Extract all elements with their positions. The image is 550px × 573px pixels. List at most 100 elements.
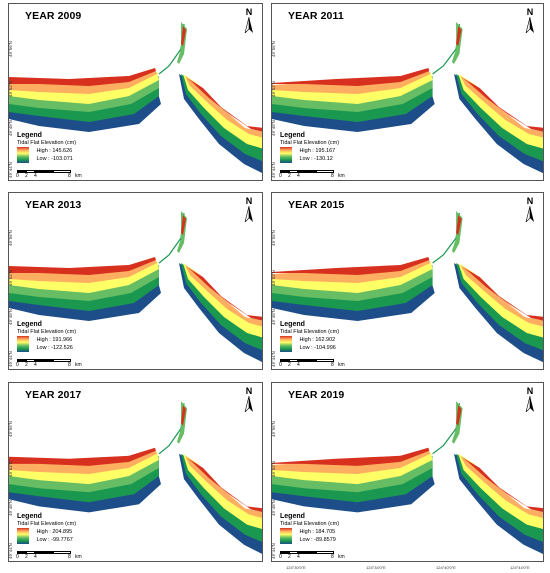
map-panel: YEAR 2013 N 49°56'N 49°52'N 49°48'N 49°4… xyxy=(8,192,263,370)
scale-tick: 4 xyxy=(34,173,37,179)
scale-tick: 0 xyxy=(279,173,282,179)
tidal-flat-map xyxy=(272,22,543,174)
legend-subtitle: Tidal Flat Elevation (cm) xyxy=(280,140,340,146)
map-panel: YEAR 2011 N 49°56'N 49°52'N 49°48'N 49°4… xyxy=(271,3,544,181)
legend-subtitle: Tidal Flat Elevation (cm) xyxy=(17,329,77,335)
scale-bar: 0 2 4 8 km xyxy=(16,170,82,180)
lat-label: 49°52'N xyxy=(271,270,276,286)
lat-label: 49°48'N xyxy=(271,309,276,325)
scale-tick: 0 xyxy=(279,554,282,560)
lon-label: 124°34'0"E xyxy=(366,565,386,570)
legend-subtitle: Tidal Flat Elevation (cm) xyxy=(17,521,77,527)
scale-bar: 0 2 4 8 km xyxy=(279,170,345,180)
scale-tick: 2 xyxy=(288,362,291,368)
scale-tick: 0 xyxy=(16,554,19,560)
lat-label: 49°52'N xyxy=(271,461,276,477)
north-label: N xyxy=(245,7,253,17)
scale-unit: km xyxy=(338,362,345,368)
legend: Legend Tidal Flat Elevation (cm) High : … xyxy=(17,321,76,354)
legend-high: High : 191.966 xyxy=(36,337,73,343)
legend-title: Legend xyxy=(280,132,305,139)
scale-tick: 0 xyxy=(279,362,282,368)
legend-subtitle: Tidal Flat Elevation (cm) xyxy=(17,140,77,146)
scale-tick: 4 xyxy=(297,173,300,179)
scale-unit: km xyxy=(338,173,345,179)
scale-tick: 2 xyxy=(288,173,291,179)
north-label: N xyxy=(526,196,534,206)
legend-low: Low : -122.526 xyxy=(36,345,73,351)
scale-tick: 4 xyxy=(34,362,37,368)
map-panel: YEAR 2015 N 49°56'N 49°52'N 49°48'N 49°4… xyxy=(271,192,544,370)
scale-tick: 2 xyxy=(25,173,28,179)
legend-low: Low : -103.071 xyxy=(36,156,73,162)
lat-label: 49°44'N xyxy=(8,162,13,178)
legend-title: Legend xyxy=(280,513,305,520)
lat-label: 49°48'N xyxy=(8,500,13,516)
year-title: YEAR 2013 xyxy=(25,199,82,211)
scale-tick: 0 xyxy=(16,173,19,179)
north-label: N xyxy=(245,196,253,206)
scale-tick: 8 xyxy=(331,173,334,179)
legend-low: Low : -99.7767 xyxy=(36,537,73,543)
lat-label: 49°44'N xyxy=(271,351,276,367)
legend-color-ramp xyxy=(17,528,29,544)
legend-color-ramp xyxy=(280,147,292,163)
legend-title: Legend xyxy=(280,321,305,328)
legend-subtitle: Tidal Flat Elevation (cm) xyxy=(280,329,340,335)
north-arrow-icon: N xyxy=(523,197,537,227)
scale-tick: 8 xyxy=(68,173,71,179)
north-arrow-icon: N xyxy=(242,197,256,227)
scale-tick: 4 xyxy=(34,554,37,560)
legend-subtitle: Tidal Flat Elevation (cm) xyxy=(280,521,340,527)
legend: Legend Tidal Flat Elevation (cm) High : … xyxy=(17,132,76,165)
scale-tick: 0 xyxy=(16,362,19,368)
scale-unit: km xyxy=(75,173,82,179)
scale-bar: 0 2 4 8 km xyxy=(279,359,345,369)
legend-color-ramp xyxy=(17,336,29,352)
north-arrow-icon: N xyxy=(242,8,256,38)
map-panel: YEAR 2009 N 49°56'N 49°52'N 49°48'N 49°4… xyxy=(8,3,263,181)
lon-label: 124°30'0"E xyxy=(286,565,306,570)
scale-bar: 0 2 4 8 km xyxy=(279,551,345,561)
lat-label: 49°56'N xyxy=(271,230,276,246)
lon-label: 124°40'0"E xyxy=(436,565,456,570)
legend-color-ramp xyxy=(280,336,292,352)
legend: Legend Tidal Flat Elevation (cm) High : … xyxy=(280,321,339,354)
lat-label: 49°52'N xyxy=(8,270,13,286)
lat-label: 49°44'N xyxy=(271,543,276,559)
legend-title: Legend xyxy=(17,513,42,520)
lat-label: 49°48'N xyxy=(8,309,13,325)
scale-unit: km xyxy=(75,554,82,560)
year-title: YEAR 2011 xyxy=(288,10,344,22)
legend-high: High : 204.895 xyxy=(36,529,73,535)
tidal-flat-map xyxy=(9,401,262,554)
scale-tick: 8 xyxy=(331,362,334,368)
lat-label: 49°48'N xyxy=(271,500,276,516)
lat-label: 49°52'N xyxy=(8,81,13,97)
legend: Legend Tidal Flat Elevation (cm) High : … xyxy=(280,132,339,165)
tidal-flat-map xyxy=(9,211,262,362)
lat-label: 49°56'N xyxy=(8,41,13,57)
lat-label: 49°44'N xyxy=(271,162,276,178)
scale-bar: 0 2 4 8 km xyxy=(16,359,82,369)
lon-label: 124°44'0"E xyxy=(510,565,530,570)
scale-bar: 0 2 4 8 km xyxy=(16,551,82,561)
north-label: N xyxy=(526,386,534,396)
legend-low: Low : -89.8579 xyxy=(299,537,336,543)
lat-label: 49°44'N xyxy=(8,543,13,559)
tidal-flat-map xyxy=(272,211,543,363)
legend-high: High : 184.705 xyxy=(299,529,336,535)
legend-low: Low : -130.12 xyxy=(299,156,333,162)
legend-title: Legend xyxy=(17,321,42,328)
legend-high: High : 162.902 xyxy=(299,337,336,343)
year-title: YEAR 2019 xyxy=(288,389,345,401)
scale-tick: 4 xyxy=(297,362,300,368)
scale-tick: 4 xyxy=(297,554,300,560)
lat-label: 49°56'N xyxy=(271,41,276,57)
lat-label: 49°44'N xyxy=(8,351,13,367)
year-title: YEAR 2009 xyxy=(25,10,82,22)
north-label: N xyxy=(245,386,253,396)
north-arrow-icon: N xyxy=(523,387,537,417)
longitude-labels: 124°30'0"E 124°34'0"E 124°40'0"E 124°44'… xyxy=(270,565,550,573)
legend-low: Low : -104.996 xyxy=(299,345,336,351)
